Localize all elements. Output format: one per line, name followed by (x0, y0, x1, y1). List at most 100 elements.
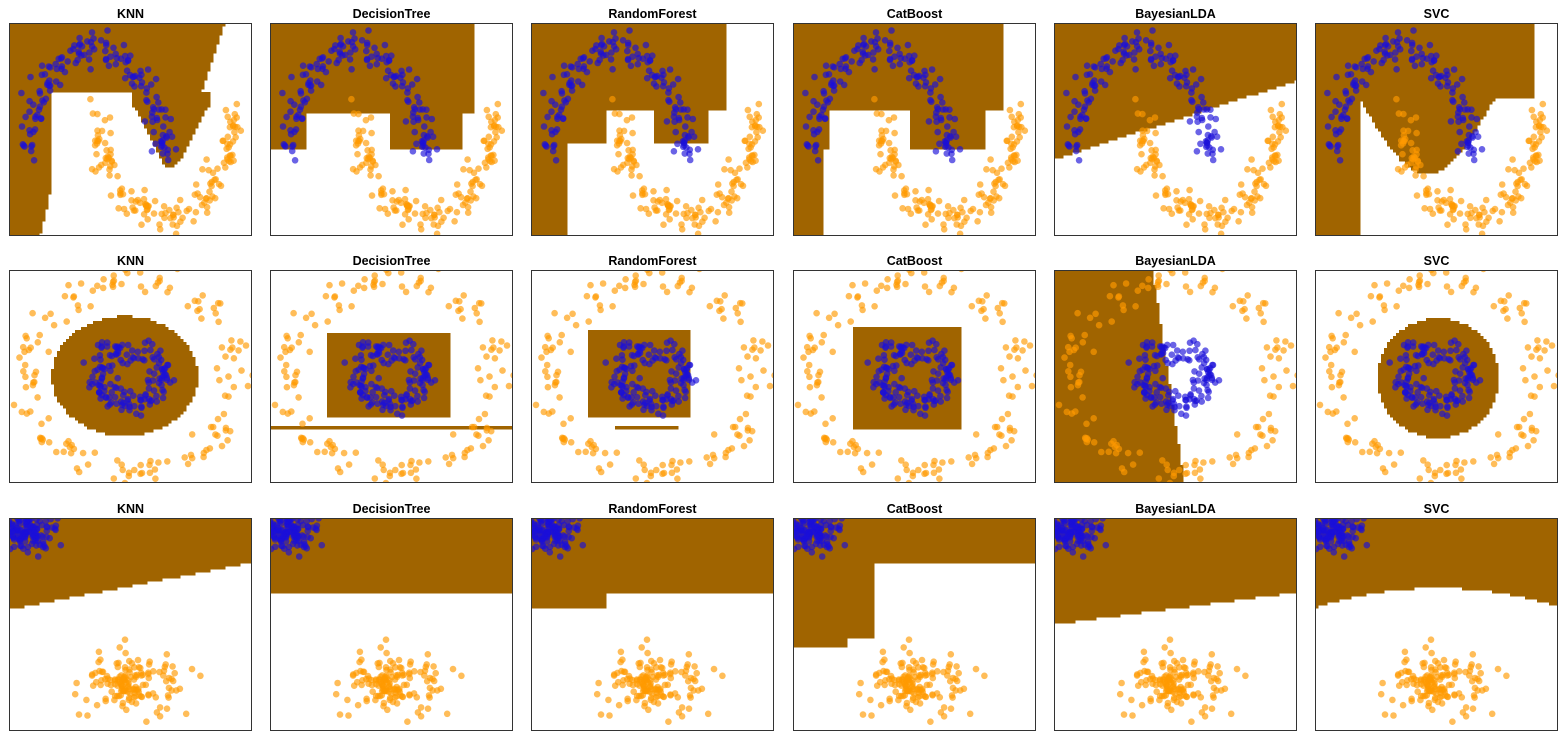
point-class-a (912, 347, 920, 354)
point-class-a (1159, 349, 1167, 357)
point-class-b (1015, 128, 1022, 136)
point-class-a (629, 367, 636, 375)
point-class-b (1182, 461, 1189, 469)
point-class-b (621, 284, 629, 292)
point-class-b (166, 284, 174, 292)
point-class-b (1132, 95, 1139, 103)
point-class-a (831, 518, 838, 523)
point-class-a (671, 340, 678, 348)
point-class-b (29, 309, 36, 317)
point-class-b (831, 310, 838, 318)
point-class-b (746, 113, 753, 121)
point-class-a (358, 356, 365, 364)
point-class-b (1226, 454, 1233, 461)
point-class-b (878, 110, 885, 118)
point-class-b (1275, 383, 1283, 391)
point-class-b (222, 427, 230, 434)
point-class-b (389, 188, 396, 195)
point-class-b (1269, 133, 1277, 141)
point-class-b (277, 354, 284, 361)
point-class-b (1555, 372, 1558, 379)
point-class-b (225, 373, 232, 380)
point-class-b (151, 197, 159, 205)
point-class-b (362, 116, 370, 124)
point-class-a (1456, 387, 1464, 394)
point-class-b (665, 718, 672, 725)
point-class-b (102, 159, 109, 167)
point-class-a (918, 348, 926, 356)
point-class-b (1005, 392, 1013, 400)
point-class-b (1461, 459, 1468, 466)
point-class-a (270, 526, 271, 530)
point-class-a (104, 27, 111, 34)
point-class-b (1506, 453, 1513, 461)
point-class-a (1121, 34, 1128, 42)
point-class-b (486, 373, 493, 380)
point-class-b (660, 672, 667, 679)
point-class-b (393, 700, 401, 707)
point-class-a (37, 115, 45, 123)
point-class-b (371, 272, 379, 279)
point-class-a (1150, 62, 1158, 70)
point-class-b (434, 204, 441, 212)
point-class-a (564, 518, 571, 525)
point-class-b (734, 310, 741, 317)
point-class-b (473, 310, 481, 317)
point-class-b (1022, 367, 1029, 374)
point-class-b (1328, 332, 1335, 340)
point-class-b (1176, 466, 1183, 474)
point-class-a (1419, 400, 1426, 408)
point-class-b (854, 293, 862, 300)
point-class-b (1347, 314, 1355, 322)
point-class-a (270, 523, 271, 526)
point-class-a (1194, 109, 1201, 116)
point-class-a (428, 115, 436, 123)
point-class-b (820, 331, 827, 339)
panel-frame (1315, 23, 1558, 236)
point-class-b (122, 679, 130, 686)
point-class-a (1063, 123, 1071, 130)
point-class-b (1342, 331, 1349, 339)
point-class-a (380, 401, 387, 409)
point-class-b (903, 466, 910, 474)
point-class-b (95, 137, 102, 145)
point-class-a (1082, 115, 1090, 123)
point-class-b (1004, 410, 1012, 418)
point-class-a (409, 148, 417, 155)
point-class-b (115, 205, 122, 212)
point-class-b (22, 332, 29, 340)
point-class-b (283, 332, 290, 340)
point-class-a (367, 351, 375, 359)
point-class-a (818, 553, 826, 560)
point-class-a (138, 79, 146, 86)
point-class-b (692, 214, 699, 221)
point-class-b (759, 338, 766, 345)
point-class-b (1479, 204, 1486, 212)
point-class-b (906, 679, 914, 686)
point-class-a (531, 523, 532, 526)
point-class-b (878, 282, 885, 290)
point-class-a (1188, 89, 1195, 96)
point-class-b (902, 461, 909, 469)
point-class-b (1224, 214, 1231, 222)
decision-region (9, 518, 252, 609)
panel-moons-knn: KNN (9, 7, 252, 236)
point-class-b (1263, 442, 1271, 450)
point-class-a (1071, 108, 1078, 115)
point-class-b (1199, 279, 1207, 286)
point-class-b (982, 315, 989, 322)
point-class-a (105, 62, 113, 70)
point-class-a (157, 143, 165, 151)
point-class-b (723, 199, 730, 206)
point-class-b (93, 701, 101, 709)
point-class-a (871, 66, 878, 73)
point-class-b (748, 152, 756, 159)
point-class-b (32, 368, 40, 376)
point-class-a (1142, 356, 1149, 364)
point-class-a (288, 73, 295, 81)
point-class-b (271, 401, 279, 409)
point-class-a (859, 48, 866, 55)
point-class-a (930, 368, 937, 375)
point-class-a (1169, 341, 1177, 349)
point-class-a (146, 368, 153, 375)
